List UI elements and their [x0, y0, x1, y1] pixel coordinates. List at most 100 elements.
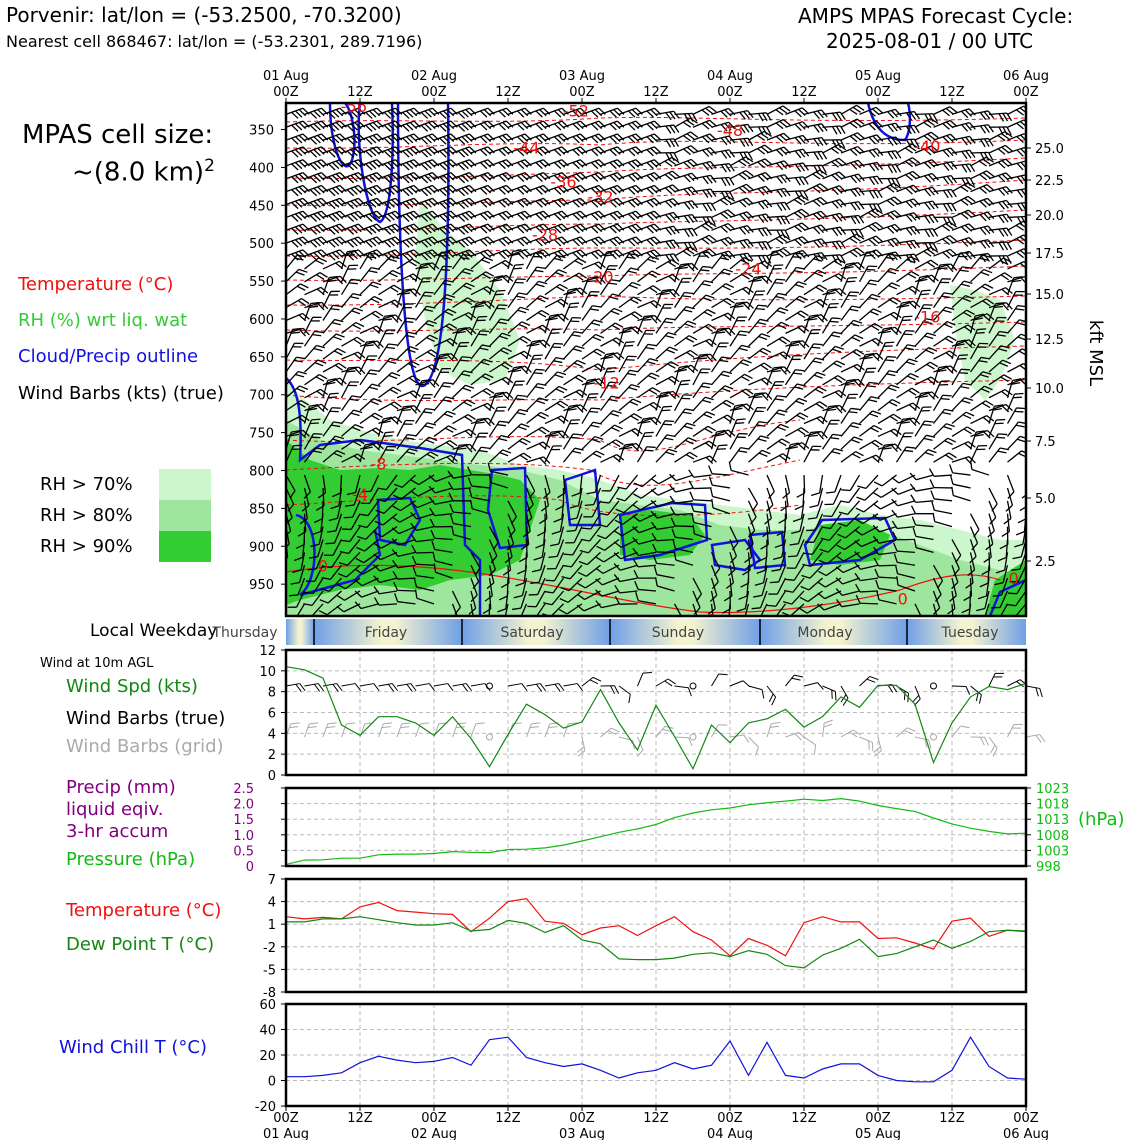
wind-barb [299, 500, 308, 525]
barb-feather [294, 239, 303, 247]
barb-feather [368, 136, 377, 144]
barb-staff [377, 418, 384, 437]
barb-feather [482, 273, 491, 279]
barb-feather [465, 328, 473, 336]
barb-feather [425, 407, 435, 411]
barb-staff [526, 146, 544, 154]
wind-barb [433, 382, 453, 399]
barb-feather [317, 134, 325, 142]
barb-staff [396, 434, 408, 450]
wind-barb [396, 184, 421, 197]
barb-staff [397, 589, 416, 592]
barb-feather [776, 216, 783, 225]
barb-staff [526, 120, 544, 128]
barb-staff [363, 551, 379, 564]
barb-staff [785, 325, 803, 334]
barb-staff [304, 388, 321, 399]
wind-barb [415, 320, 437, 334]
wind-barb [340, 292, 362, 309]
barb-feather [501, 332, 511, 337]
barb-staff [414, 278, 424, 295]
barb-staff [470, 303, 477, 321]
wind-barb [286, 474, 296, 499]
barb-feather [387, 213, 395, 221]
barb-feather [312, 316, 322, 319]
barb-feather [303, 491, 311, 499]
barb-feather [499, 420, 509, 423]
barb-feather [516, 123, 525, 131]
barb-feather [439, 163, 447, 171]
barb-staff [544, 269, 559, 283]
wind-barb [396, 375, 421, 386]
barb-feather [384, 314, 394, 317]
barb-feather [502, 225, 510, 233]
barb-staff [544, 415, 562, 425]
barb-staff [415, 210, 433, 219]
wind-barb [748, 347, 772, 360]
barb-feather [413, 405, 421, 413]
wind-barb [711, 149, 736, 159]
barb-feather [372, 121, 381, 130]
barb-staff [286, 342, 296, 360]
wind-barb [526, 280, 548, 296]
barb-feather [411, 555, 417, 565]
barb-staff [286, 120, 304, 128]
barb-staff [322, 421, 335, 437]
barb-feather [516, 278, 526, 280]
barb-feather [331, 239, 340, 247]
wind-barb [728, 461, 749, 476]
barb-feather [403, 423, 413, 425]
barb-staff [840, 228, 860, 231]
wind-barb [410, 512, 435, 520]
barb-feather [289, 490, 296, 499]
wind-barb [507, 184, 532, 195]
barb-staff [692, 382, 704, 399]
barb-feather [424, 425, 434, 429]
barb-feather [457, 447, 467, 450]
barb-feather [292, 327, 302, 331]
barb-feather [315, 259, 324, 265]
wind-barb [484, 578, 493, 602]
barb-feather [483, 225, 492, 233]
wind-barb [507, 172, 532, 182]
barb-feather [333, 336, 342, 341]
wind-barb [766, 474, 775, 499]
barb-feather [428, 199, 436, 207]
barb-feather [457, 214, 466, 222]
barb-feather [299, 385, 309, 390]
barb-feather [495, 391, 505, 395]
barb-feather [728, 461, 732, 471]
barb-staff [341, 336, 358, 347]
barb-staff [544, 400, 561, 412]
barb-staff [341, 107, 359, 115]
wind-barb [637, 387, 661, 399]
barb-feather [317, 359, 327, 364]
barb-staff [526, 397, 540, 412]
wind-barb [840, 173, 865, 184]
barb-staff [507, 381, 517, 399]
barb-feather [761, 126, 768, 135]
barb-feather [498, 213, 506, 221]
weekday-strip-label: Local Weekday [90, 621, 218, 641]
barb-feather [464, 415, 473, 423]
wind-barb [359, 133, 384, 145]
wind-barb [318, 603, 342, 616]
wind-barb [377, 416, 393, 437]
wind-barb [711, 385, 734, 399]
barb-staff [322, 133, 341, 141]
barb-feather [520, 147, 529, 155]
barb-staff [322, 197, 341, 206]
barb-feather [368, 123, 377, 131]
wind-barb [328, 500, 343, 522]
barb-staff [785, 295, 800, 309]
barb-feather [445, 427, 454, 433]
barb-feather [387, 187, 395, 195]
barb-staff [433, 396, 447, 412]
barb-staff [637, 372, 652, 386]
barb-staff [488, 290, 498, 308]
wind-barb [488, 391, 505, 411]
barb-feather [420, 253, 429, 261]
wind-barb [840, 201, 865, 211]
barb-staff [397, 564, 416, 569]
barb-staff [396, 133, 415, 141]
